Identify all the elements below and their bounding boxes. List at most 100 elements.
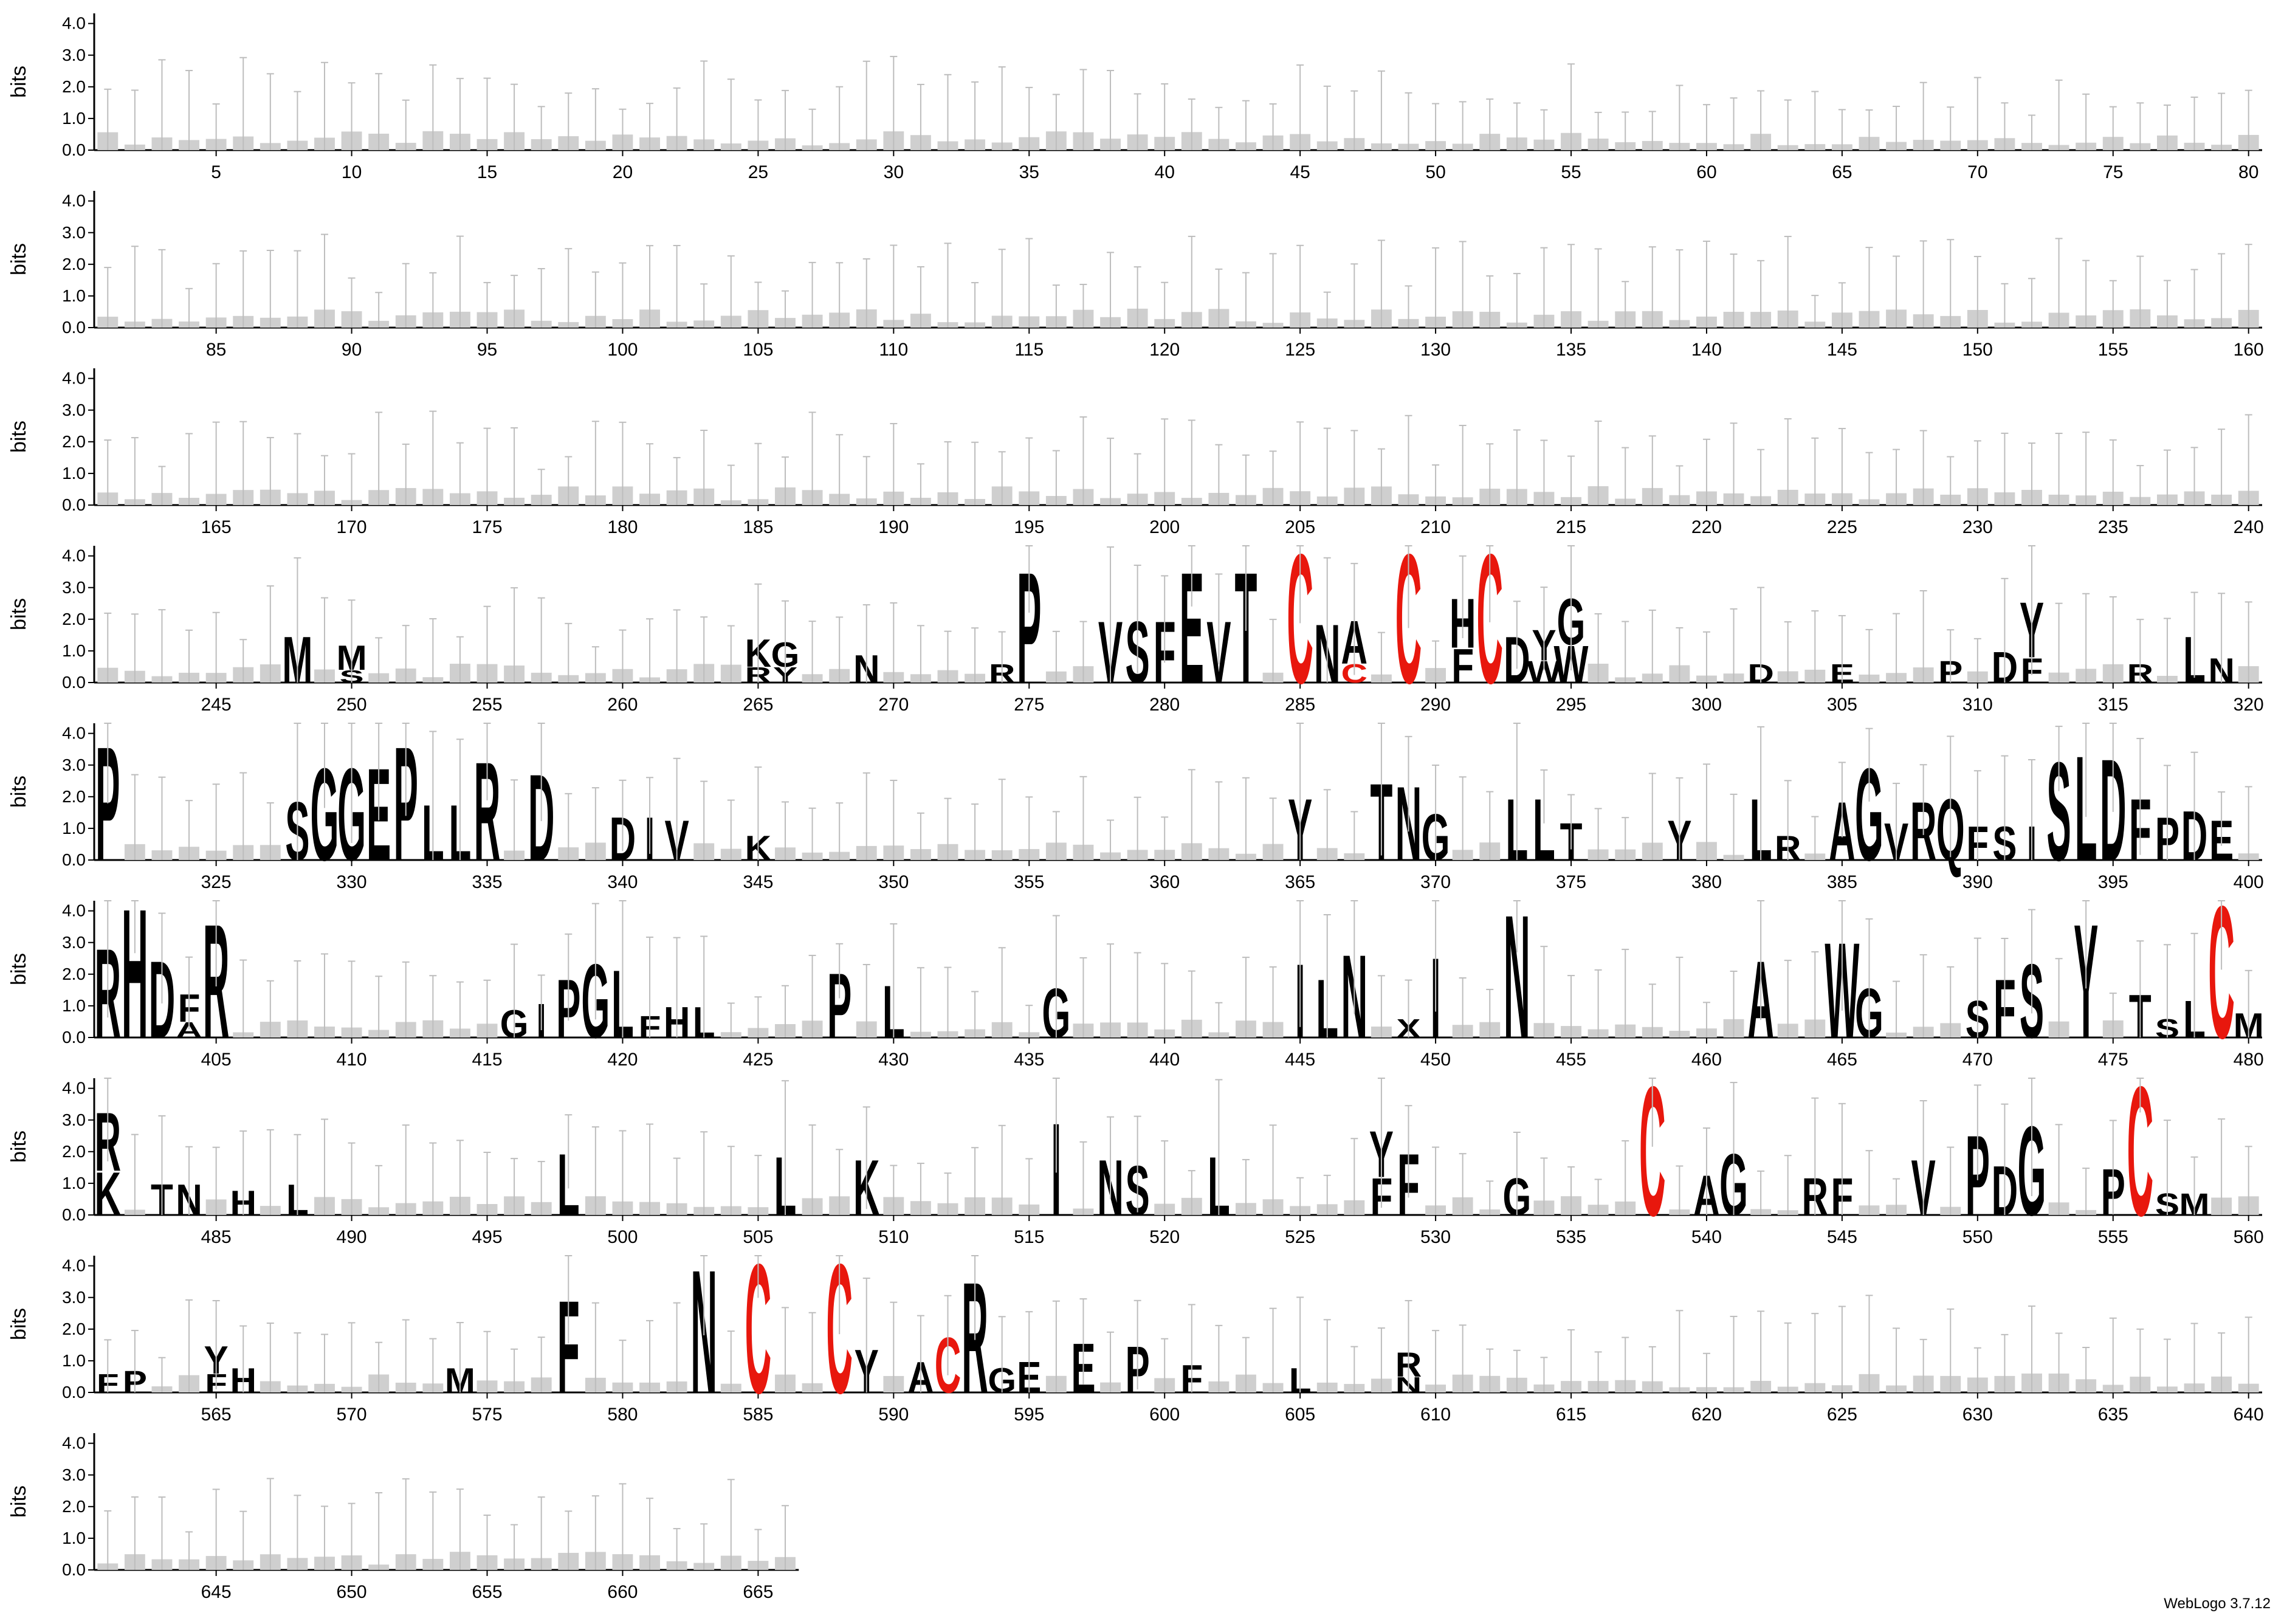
y-tick-label: 1.0 [62, 286, 86, 305]
y-tick-label: 2.0 [62, 965, 86, 983]
y-tick-label: 0.0 [62, 673, 86, 692]
x-tick-label: 45 [1290, 162, 1310, 182]
x-tick-label: 75 [2103, 162, 2123, 182]
x-tick-label: 330 [337, 872, 367, 892]
x-tick-label: 630 [1962, 1405, 1993, 1425]
x-tick-label: 55 [1561, 162, 1581, 182]
y-tick-label: 4.0 [62, 1256, 86, 1275]
x-tick-label: 90 [342, 340, 362, 360]
x-tick-label: 30 [884, 162, 904, 182]
logo-row: bits 0.0 1.0 2.0 3.0 4.0 5 10 15 20 25 30 35 40 45 50 55… [7, 13, 2262, 182]
x-tick-label: 555 [2098, 1227, 2128, 1247]
y-axis-label: bits [7, 598, 30, 630]
x-tick-label: 585 [743, 1405, 773, 1425]
x-tick-label: 380 [1691, 872, 1722, 892]
x-tick-label: 405 [201, 1050, 232, 1070]
x-tick-label: 665 [743, 1582, 773, 1602]
x-tick-label: 105 [743, 340, 773, 360]
y-tick-label: 1.0 [62, 819, 86, 838]
y-tick-label: 2.0 [62, 787, 86, 806]
x-tick-label: 500 [607, 1227, 638, 1247]
y-tick-label: 4.0 [62, 191, 86, 210]
x-tick-label: 125 [1285, 340, 1315, 360]
x-tick-label: 535 [1556, 1227, 1586, 1247]
x-tick-label: 340 [607, 872, 638, 892]
x-tick-label: 40 [1155, 162, 1175, 182]
x-tick-label: 600 [1149, 1405, 1180, 1425]
y-axis-label: bits [7, 243, 30, 275]
x-tick-label: 455 [1556, 1050, 1586, 1070]
x-tick-label: 185 [743, 517, 773, 537]
y-axis-label: bits [7, 1485, 30, 1518]
y-tick-label: 3.0 [62, 223, 86, 242]
x-tick-label: 325 [201, 872, 232, 892]
x-tick-label: 450 [1420, 1050, 1451, 1070]
x-tick-label: 5 [211, 162, 221, 182]
x-tick-label: 645 [201, 1582, 232, 1602]
x-tick-label: 110 [879, 340, 908, 360]
logo-letter: C [2208, 867, 2235, 1078]
y-tick-label: 0.0 [62, 1560, 86, 1579]
x-tick-label: 655 [472, 1582, 502, 1602]
x-tick-label: 460 [1691, 1050, 1722, 1070]
x-tick-label: 285 [1285, 695, 1315, 715]
x-tick-label: 625 [1827, 1405, 1857, 1425]
x-tick-label: 70 [1967, 162, 1987, 182]
x-tick-label: 370 [1420, 872, 1451, 892]
y-tick-label: 4.0 [62, 724, 86, 743]
x-tick-label: 220 [1691, 517, 1722, 537]
x-tick-label: 195 [1014, 517, 1044, 537]
x-tick-label: 355 [1014, 872, 1044, 892]
x-tick-label: 175 [472, 517, 502, 537]
x-tick-label: 15 [477, 162, 497, 182]
y-tick-label: 4.0 [62, 14, 86, 33]
x-tick-label: 520 [1149, 1227, 1180, 1247]
x-tick-label: 140 [1691, 340, 1722, 360]
x-tick-label: 305 [1827, 695, 1857, 715]
x-tick-label: 100 [607, 340, 638, 360]
x-tick-label: 250 [337, 695, 367, 715]
x-tick-label: 360 [1149, 872, 1180, 892]
y-tick-label: 0.0 [62, 850, 86, 869]
x-tick-label: 310 [1962, 695, 1993, 715]
x-tick-label: 365 [1285, 872, 1315, 892]
y-axis-label: bits [7, 66, 30, 98]
x-tick-label: 420 [607, 1050, 638, 1070]
x-tick-label: 480 [2234, 1050, 2264, 1070]
x-tick-label: 95 [477, 340, 497, 360]
y-tick-label: 3.0 [62, 46, 86, 64]
x-tick-label: 150 [1962, 340, 1993, 360]
y-tick-label: 0.0 [62, 1205, 86, 1224]
x-tick-label: 430 [878, 1050, 909, 1070]
x-tick-label: 445 [1285, 1050, 1315, 1070]
x-tick-label: 400 [2234, 872, 2264, 892]
x-tick-label: 215 [1556, 517, 1586, 537]
x-tick-label: 190 [878, 517, 909, 537]
y-tick-label: 3.0 [62, 755, 86, 774]
y-tick-label: 2.0 [62, 1320, 86, 1338]
logo-row: bits 0.0 1.0 2.0 3.0 4.0 85 90 95 100 105 110 115 120… [7, 191, 2264, 360]
x-tick-label: 85 [206, 340, 226, 360]
x-tick-label: 315 [2098, 695, 2128, 715]
x-tick-label: 115 [1014, 340, 1044, 360]
x-tick-label: 265 [743, 695, 773, 715]
x-tick-label: 415 [472, 1050, 502, 1070]
y-tick-label: 3.0 [62, 933, 86, 952]
y-tick-label: 1.0 [62, 1174, 86, 1192]
x-tick-label: 230 [1962, 517, 1993, 537]
x-tick-label: 495 [472, 1227, 502, 1247]
y-tick-label: 3.0 [62, 1110, 86, 1129]
logo-letter: K [95, 1160, 122, 1228]
x-tick-label: 210 [1420, 517, 1451, 537]
x-tick-label: 490 [337, 1227, 367, 1247]
y-tick-label: 2.0 [62, 255, 86, 274]
x-tick-label: 485 [201, 1227, 232, 1247]
x-tick-label: 260 [607, 695, 638, 715]
y-tick-label: 1.0 [62, 1529, 86, 1547]
